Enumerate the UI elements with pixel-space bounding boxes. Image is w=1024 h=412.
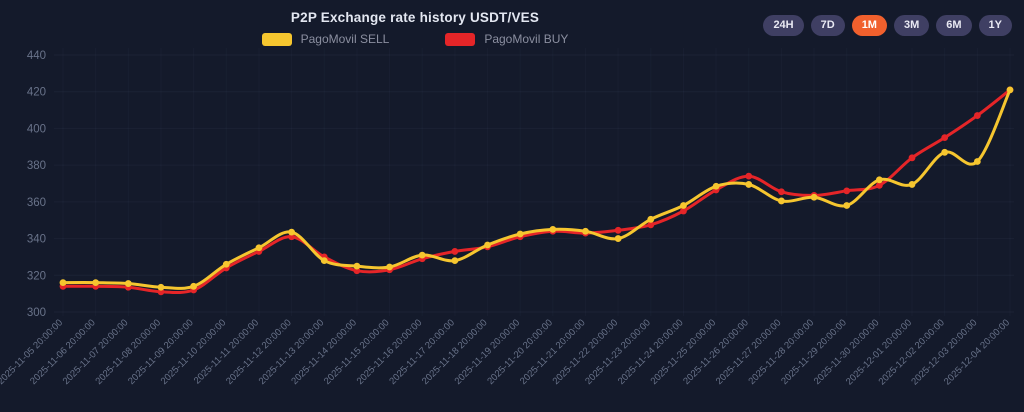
sell-data-point [288, 228, 295, 236]
buy-data-point [680, 207, 687, 215]
sell-data-point [875, 176, 883, 184]
buy-data-point [973, 112, 981, 119]
sell-data-point [386, 263, 393, 271]
y-axis-tick-label: 420 [27, 87, 46, 99]
sell-data-point [647, 215, 655, 223]
sell-data-point [451, 257, 459, 264]
y-axis-tick-label: 340 [27, 234, 46, 246]
buy-data-point [745, 172, 753, 180]
range-button-1y[interactable]: 1Y [978, 15, 1012, 36]
buy-data-point [941, 134, 949, 142]
buy-data-point [908, 154, 916, 162]
y-axis-tick-label: 380 [27, 160, 46, 172]
range-button-24h[interactable]: 24H [763, 15, 804, 36]
sell-data-point [353, 262, 361, 270]
legend-swatch-icon [445, 32, 476, 46]
buy-data-point [875, 181, 883, 189]
y-axis-tick-label: 360 [27, 197, 46, 209]
buy-line [61, 88, 1012, 295]
sell-data-point [124, 280, 132, 287]
y-axis-tick-label: 440 [27, 50, 46, 62]
range-button-7d[interactable]: 7D [810, 15, 845, 36]
sell-data-point [712, 182, 720, 190]
sell-data-point [941, 148, 949, 156]
sell-data-point [908, 181, 916, 188]
sell-data-point [255, 244, 263, 252]
x-axis-tick-label: 2025-12-04 20:00:00 [942, 317, 1012, 387]
buy-data-point [843, 187, 851, 195]
sell-data-point [614, 235, 622, 242]
buy-data-point [451, 248, 459, 255]
range-button-1m[interactable]: 1M [851, 15, 887, 36]
y-axis-tick-label: 320 [27, 270, 46, 282]
chart-legend: PagoMovil SELL PagoMovil BUY [261, 32, 568, 46]
sell-data-point [516, 230, 524, 238]
sell-line [61, 88, 1012, 290]
sell-data-point [92, 279, 100, 287]
sell-data-point [1006, 86, 1014, 94]
sell-data-point [778, 197, 785, 205]
sell-data-point [320, 257, 328, 264]
buy-data-point [778, 188, 785, 196]
sell-data-point [810, 193, 818, 201]
sell-data-point [582, 227, 589, 235]
sell-data-point [843, 202, 851, 209]
buy-data-point [614, 226, 622, 234]
legend-label: PagoMovil SELL [300, 32, 390, 46]
time-range-selector: 24H 7D 1M 3M 6M 1Y [763, 15, 1012, 36]
range-button-3m[interactable]: 3M [893, 15, 930, 36]
sell-data-point [745, 181, 753, 188]
legend-swatch-icon [261, 32, 292, 46]
sell-data-point [157, 283, 165, 291]
legend-item-buy[interactable]: PagoMovil BUY [445, 32, 568, 46]
legend-label: PagoMovil BUY [484, 32, 569, 46]
sell-data-point [549, 225, 557, 233]
y-axis-tick-label: 400 [27, 123, 46, 135]
legend-item-sell[interactable]: PagoMovil SELL [261, 32, 390, 46]
sell-data-point [59, 279, 67, 287]
sell-data-point [222, 260, 230, 268]
y-axis-tick-label: 300 [27, 307, 46, 319]
sell-data-point [680, 202, 687, 209]
sell-data-point [190, 282, 198, 290]
buy-data-point [647, 221, 655, 229]
range-button-6m[interactable]: 6M [936, 15, 972, 36]
sell-data-point [484, 241, 491, 249]
sell-data-point [418, 251, 426, 259]
sell-data-point [973, 158, 981, 165]
